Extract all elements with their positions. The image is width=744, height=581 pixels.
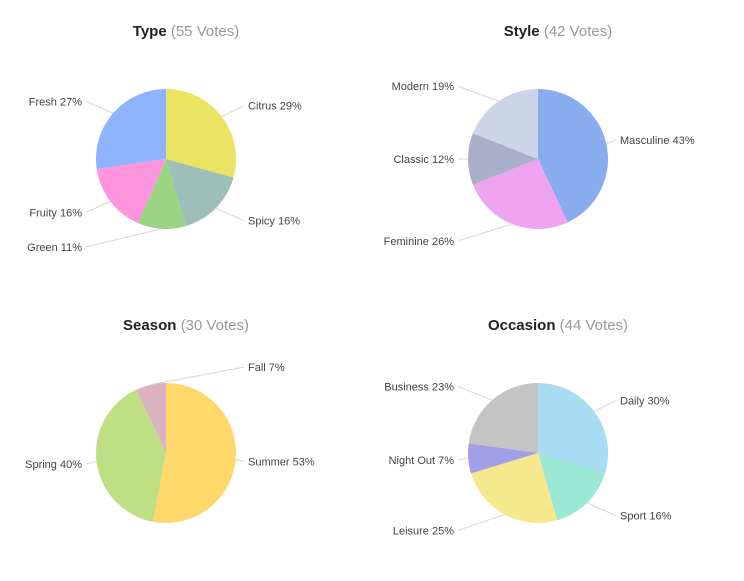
chart-title: Type (55 Votes) xyxy=(0,23,372,40)
vote-count: (44 Votes) xyxy=(559,317,629,334)
pie-slice-feminine[interactable] xyxy=(472,159,568,229)
slice-label-summer: Summer 53% xyxy=(248,456,315,468)
style-chart-panel: Style (42 Votes) Masculine 43% Feminine 2… xyxy=(372,0,744,287)
slice-label-modern: Modern 19% xyxy=(392,81,455,93)
slice-label-night-out: Night Out 7% xyxy=(389,455,455,467)
pie-slice-masculine[interactable] xyxy=(538,89,608,223)
vote-count: (55 Votes) xyxy=(170,23,240,40)
pie-slice-daily[interactable] xyxy=(538,383,609,474)
pie-slice-leisure[interactable] xyxy=(471,453,558,523)
style-pie-chart: Masculine 43% Feminine 26% Classic 12% Mode… xyxy=(384,81,695,248)
slice-label-business: Business 23% xyxy=(384,382,454,394)
label-connector xyxy=(457,514,505,531)
label-connector xyxy=(85,461,97,465)
slice-label-spicy: Spicy 16% xyxy=(248,216,300,228)
vote-count: (42 Votes) xyxy=(543,23,613,40)
slice-label-fall: Fall 7% xyxy=(248,362,285,374)
slice-label-sport: Sport 16% xyxy=(620,511,672,523)
slice-label-daily: Daily 30% xyxy=(620,396,670,408)
pie-slice-classic[interactable] xyxy=(468,133,538,185)
occasion-chart-panel: Occasion (44 Votes) Daily 30% Sport 16% Le… xyxy=(372,294,744,581)
season-chart-panel: Season (30 Votes) Summer 53% Spring 40% Fa… xyxy=(0,294,372,581)
chart-title: Style (42 Votes) xyxy=(372,23,744,40)
label-connector xyxy=(85,200,111,213)
pie-slice-summer[interactable] xyxy=(152,383,236,523)
slice-label-masculine: Masculine 43% xyxy=(620,135,695,147)
chart-title-text: Type xyxy=(132,23,167,40)
label-connector xyxy=(457,386,493,401)
slice-label-fresh: Fresh 27% xyxy=(29,96,82,108)
pie-slice-spicy[interactable] xyxy=(166,159,234,227)
chart-title-text: Style xyxy=(503,23,540,40)
slice-label-green: Green 11% xyxy=(27,242,82,254)
label-connector xyxy=(85,100,114,114)
type-chart-panel: Type (55 Votes) Citrus 29% Spicy 16% Green… xyxy=(0,0,372,287)
vote-count: (30 Votes) xyxy=(180,317,249,334)
label-connector xyxy=(586,502,617,517)
slice-label-fruity: Fruity 16% xyxy=(29,207,82,219)
chart-title: Occasion (44 Votes) xyxy=(372,317,744,334)
chart-title: Season (30 Votes) xyxy=(0,317,372,334)
occasion-pie-chart: Daily 30% Sport 16% Leisure 25% Night Out 7… xyxy=(384,382,672,538)
slice-label-classic: Classic 12% xyxy=(393,154,454,166)
pie-slice-night-out[interactable] xyxy=(467,443,538,474)
slice-label-feminine: Feminine 26% xyxy=(384,236,455,248)
label-connector xyxy=(150,366,245,386)
pie-slice-fall[interactable] xyxy=(136,383,166,453)
season-pie-chart: Summer 53% Spring 40% Fall 7% xyxy=(25,362,315,523)
label-connector xyxy=(85,228,162,248)
slice-label-citrus: Citrus 29% xyxy=(248,101,302,113)
label-connector xyxy=(594,400,617,412)
label-connector xyxy=(221,105,245,118)
type-pie-chart: Citrus 29% Spicy 16% Green 11% Fruity 16% Fr… xyxy=(27,89,302,254)
chart-title-text: Occasion xyxy=(487,317,556,334)
label-connector xyxy=(457,85,499,102)
pie-slice-spring[interactable] xyxy=(95,389,166,522)
pie-slice-fruity[interactable] xyxy=(96,159,166,224)
pie-slice-citrus[interactable] xyxy=(166,89,237,178)
label-connector xyxy=(457,223,513,242)
label-connector xyxy=(215,207,245,222)
label-connector xyxy=(457,457,469,461)
pie-slice-business[interactable] xyxy=(468,383,538,453)
pie-slice-green[interactable] xyxy=(137,159,186,229)
slice-label-spring: Spring 40% xyxy=(25,459,82,471)
label-connector xyxy=(235,459,245,462)
chart-title-text: Season xyxy=(123,317,177,334)
slice-label-leisure: Leisure 25% xyxy=(393,525,454,537)
pie-slice-modern[interactable] xyxy=(472,89,538,159)
pie-slice-sport[interactable] xyxy=(538,453,605,521)
label-connector xyxy=(606,139,617,145)
pie-slice-fresh[interactable] xyxy=(95,89,166,169)
